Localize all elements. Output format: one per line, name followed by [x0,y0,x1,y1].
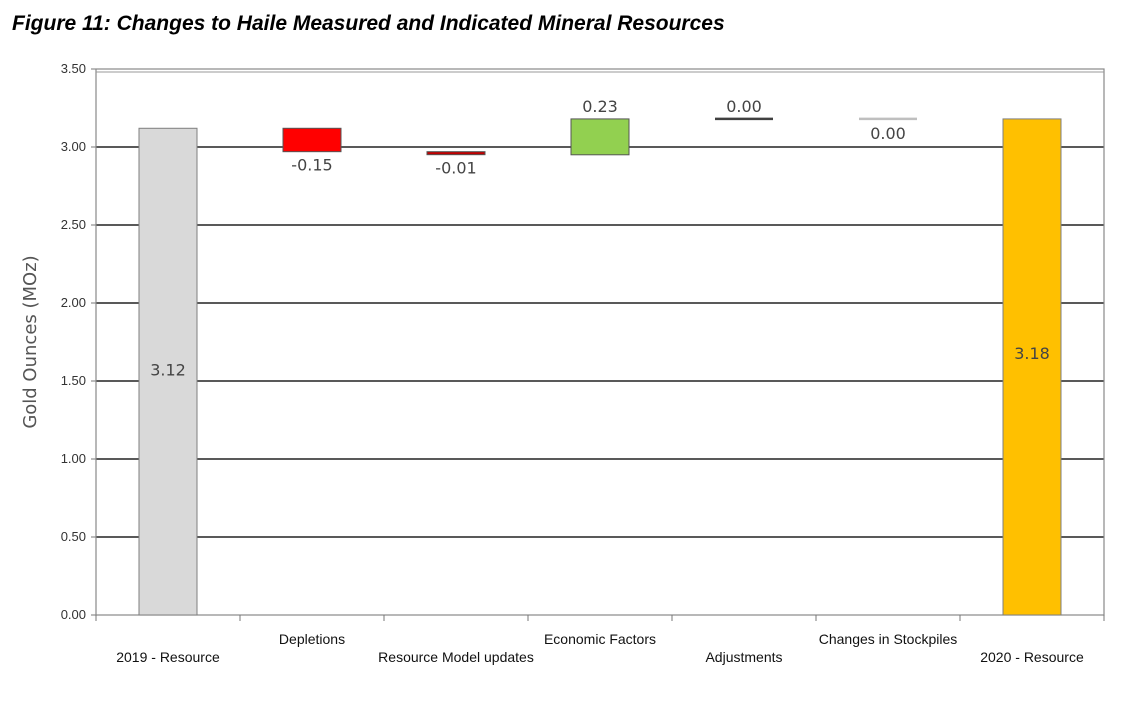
bar-total [138,127,198,616]
bar-delta [570,118,630,156]
bar-total [1002,118,1062,616]
plot-frame [95,68,1105,616]
y-tick-label: 2.50 [61,217,86,232]
figure-title: Figure 11: Changes to Haile Measured and… [12,12,725,35]
y-tick-label: 1.50 [61,373,86,388]
x-category-label: Changes in Stockpiles [819,631,958,647]
data-label: 0.00 [726,97,762,116]
data-label: 0.00 [870,124,906,143]
data-label: 0.23 [582,97,618,116]
y-tick-label: 2.00 [61,295,86,310]
bar-delta [282,127,342,153]
x-category-label: 2020 - Resource [980,649,1084,665]
data-label: 3.12 [150,361,186,380]
bar-delta [426,151,486,156]
x-category-label: Depletions [279,631,345,647]
y-tick-label: 0.50 [61,529,86,544]
data-label: 3.18 [1014,344,1050,363]
y-tick-label: 3.50 [61,61,86,76]
x-category-label: 2019 - Resource [116,649,220,665]
y-tick-label: 1.00 [61,451,86,466]
x-category-label: Economic Factors [544,631,656,647]
x-category-label: Resource Model updates [378,649,534,665]
x-category-label: Adjustments [705,649,782,665]
data-label: -0.15 [291,156,332,175]
y-axis-title: Gold Ounces (MOz) [20,255,41,428]
data-label: -0.01 [435,159,476,178]
y-tick-label: 3.00 [61,139,86,154]
y-tick-label: 0.00 [61,607,86,622]
